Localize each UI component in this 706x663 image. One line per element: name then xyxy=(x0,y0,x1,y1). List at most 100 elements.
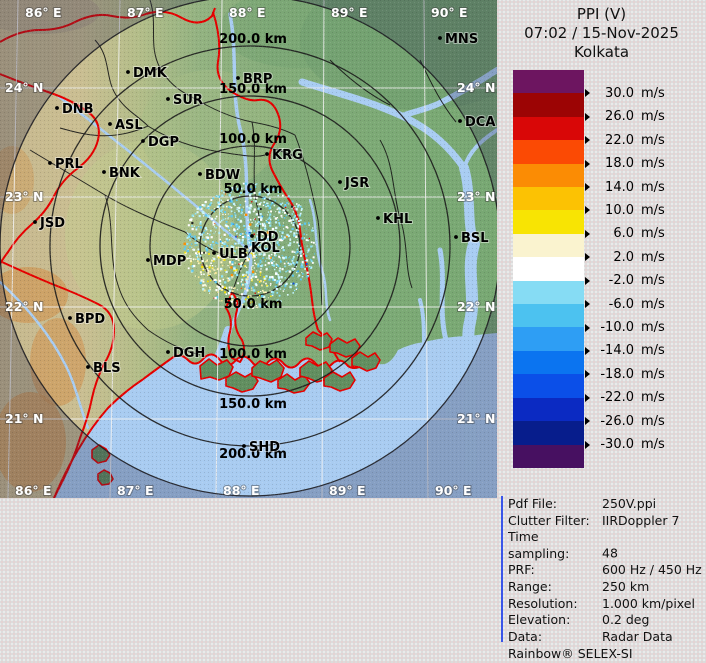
svg-text:88° E: 88° E xyxy=(223,483,260,498)
svg-text:22° N: 22° N xyxy=(5,299,43,314)
svg-text:21° N: 21° N xyxy=(457,411,495,426)
scale-cell-13 xyxy=(513,374,584,398)
svg-text:88° E: 88° E xyxy=(229,5,266,20)
scale-cell-1 xyxy=(513,93,584,117)
tick-arrow-icon xyxy=(585,229,590,238)
scale-label--22.0: -22.0 m/s xyxy=(585,390,665,406)
svg-text:SHD: SHD xyxy=(249,440,280,455)
city-BPD: BPD xyxy=(68,311,106,328)
city-JSR: JSR xyxy=(338,175,370,192)
svg-text:100.0 km: 100.0 km xyxy=(219,347,287,362)
software-name: Rainbow® SELEX-SI xyxy=(508,646,633,662)
scale-cell-2 xyxy=(513,116,584,141)
svg-text:100.0 km: 100.0 km xyxy=(219,132,287,147)
city-markers: DMK DNB SUR ASL DGP BRP MNS KRG DCA PRL BNK BDW JSR K… xyxy=(33,31,496,456)
city-MNS: MNS xyxy=(438,31,479,48)
svg-text:23° N: 23° N xyxy=(5,189,43,204)
city-DD: DD xyxy=(250,229,280,246)
svg-text:21° N: 21° N xyxy=(5,411,43,426)
city-BSL: BSL xyxy=(454,230,490,247)
scale-cell-15 xyxy=(513,421,584,445)
scale-label-26.0: 26.0 m/s xyxy=(585,109,665,125)
tick-arrow-icon xyxy=(585,253,590,262)
scale-label-18.0: 18.0 m/s xyxy=(585,156,665,172)
svg-text:BLS: BLS xyxy=(93,361,121,376)
svg-text:87° E: 87° E xyxy=(117,483,154,498)
scale-label-30.0: 30.0 m/s xyxy=(585,85,665,101)
info-row: Resolution: 1.000 km/pixel xyxy=(508,595,695,611)
svg-text:MNS: MNS xyxy=(445,32,478,47)
tick-arrow-icon xyxy=(585,183,590,192)
svg-text:BDW: BDW xyxy=(205,168,240,183)
scale-cell-8 xyxy=(513,257,584,281)
radar-map: 50.0 km 50.0 km 100.0 km 100.0 km 150.0 km 15… xyxy=(0,0,497,498)
tick-arrow-icon xyxy=(585,393,590,402)
scale-label-10.0: 10.0 m/s xyxy=(585,202,665,218)
scale-cell-3 xyxy=(513,140,584,164)
city-MDP: MDP xyxy=(146,253,187,270)
city-DGP: DGP xyxy=(141,134,180,151)
svg-text:200.0 km: 200.0 km xyxy=(219,447,287,462)
tick-arrow-icon xyxy=(585,417,590,426)
tick-arrow-icon xyxy=(585,112,590,121)
product-title: PPI (V) xyxy=(576,5,627,23)
tick-arrow-icon xyxy=(585,136,590,145)
svg-text:23° N: 23° N xyxy=(457,189,495,204)
scale-cell-6 xyxy=(513,210,584,234)
svg-text:DMK: DMK xyxy=(133,66,168,81)
svg-text:150.0 km: 150.0 km xyxy=(219,82,287,97)
city-BRP: BRP xyxy=(236,71,273,88)
divider-line xyxy=(501,496,503,642)
city-DNB: DNB xyxy=(55,101,95,118)
svg-text:50.0 km: 50.0 km xyxy=(224,297,283,312)
scale-label--26.0: -26.0 m/s xyxy=(585,413,665,429)
scale-label--18.0: -18.0 m/s xyxy=(585,366,665,382)
radar-map-panel: 50.0 km 50.0 km 100.0 km 100.0 km 150.0 km 15… xyxy=(0,0,497,498)
svg-text:89° E: 89° E xyxy=(329,483,366,498)
city-KRG: KRG xyxy=(265,147,304,164)
svg-text:ULB: ULB xyxy=(219,247,248,262)
svg-text:ASL: ASL xyxy=(115,118,143,133)
scale-label-14.0: 14.0 m/s xyxy=(585,179,665,195)
tick-arrow-icon xyxy=(585,206,590,215)
svg-text:89° E: 89° E xyxy=(331,5,368,20)
tick-arrow-icon xyxy=(585,89,590,98)
velocity-color-scale xyxy=(513,70,584,468)
city-BNK: BNK xyxy=(102,165,142,182)
radar-echo xyxy=(183,182,317,309)
city-JSD: JSD xyxy=(33,215,66,232)
scale-cell-10 xyxy=(513,304,584,328)
svg-text:24° N: 24° N xyxy=(5,80,43,95)
svg-text:JSD: JSD xyxy=(39,216,65,231)
tick-arrow-icon xyxy=(585,440,590,449)
svg-text:JSR: JSR xyxy=(344,176,369,191)
city-KOL: KOL xyxy=(244,240,281,257)
scale-label-22.0: 22.0 m/s xyxy=(585,132,665,148)
product-info: Pdf File: 250V.ppi Clutter Filter: IIRDoppl… xyxy=(508,496,704,663)
scale-cell-7 xyxy=(513,233,584,258)
svg-text:150.0 km: 150.0 km xyxy=(219,397,287,412)
info-row: Time sampling: 48 xyxy=(508,529,618,561)
tick-arrow-icon xyxy=(585,300,590,309)
svg-text:DGP: DGP xyxy=(148,135,179,150)
svg-text:PRL: PRL xyxy=(55,157,83,172)
svg-text:200.0 km: 200.0 km xyxy=(219,32,287,47)
scale-label--14.0: -14.0 m/s xyxy=(585,343,665,359)
station-name: Kolkata xyxy=(573,43,630,61)
city-DGH: DGH xyxy=(166,345,206,362)
city-PRL: PRL xyxy=(48,156,84,173)
info-row: Elevation: 0.2 deg xyxy=(508,612,650,628)
range-ring-labels: 50.0 km 50.0 km 100.0 km 100.0 km 150.0 km 15… xyxy=(219,32,287,462)
city-SUR: SUR xyxy=(166,92,204,109)
svg-text:DGH: DGH xyxy=(173,346,205,361)
svg-text:BRP: BRP xyxy=(243,72,272,87)
scale-cell-0 xyxy=(513,70,584,94)
svg-text:24° N: 24° N xyxy=(457,80,495,95)
graticule-labels: 86° E 86° E 87° E 87° E 88° E 88° E 89° E 89° E… xyxy=(4,4,496,498)
info-row: Range: 250 km xyxy=(508,578,650,594)
svg-text:86° E: 86° E xyxy=(25,5,62,20)
city-KHL: KHL xyxy=(376,211,413,228)
info-row: Clutter Filter: IIRDoppler 7 xyxy=(508,512,680,528)
timestamp: 07:02 / 15-Nov-2025 xyxy=(524,24,679,42)
